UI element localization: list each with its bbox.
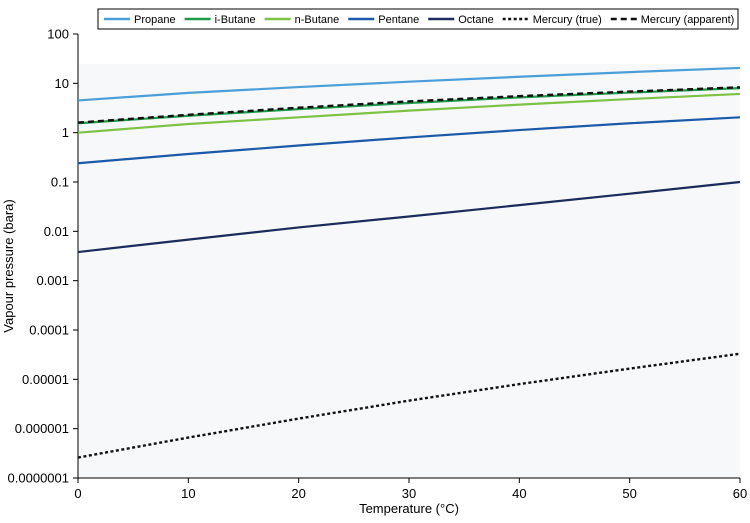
y-tick-label: 0.0000001 <box>8 471 69 486</box>
y-tick-label: 0.001 <box>36 273 69 288</box>
y-tick-label: 0.01 <box>44 224 69 239</box>
legend-label-propane: Propane <box>134 14 176 26</box>
x-tick-label: 0 <box>74 486 81 501</box>
y-tick-label: 0.000001 <box>15 421 69 436</box>
x-axis-title: Temperature (°C) <box>359 501 459 516</box>
x-tick-label: 20 <box>291 486 305 501</box>
y-axis-title: Vapour pressure (bara) <box>1 199 16 332</box>
plot-area-background <box>78 64 740 478</box>
legend-label-mercury-apparent: Mercury (apparent) <box>641 14 735 26</box>
y-tick-label: 100 <box>47 27 69 42</box>
legend-label-i-butane: i-Butane <box>215 14 256 26</box>
y-tick-label: 0.1 <box>51 175 69 190</box>
y-tick-label: 10 <box>55 76 69 91</box>
legend-label-mercury-true: Mercury (true) <box>533 14 602 26</box>
legend-label-octane: Octane <box>458 14 493 26</box>
y-tick-label: 0.00001 <box>22 372 69 387</box>
x-tick-label: 60 <box>733 486 747 501</box>
legend-label-pentane: Pentane <box>378 14 419 26</box>
y-tick-label: 0.0001 <box>29 323 69 338</box>
x-tick-label: 40 <box>512 486 526 501</box>
x-tick-label: 30 <box>402 486 416 501</box>
y-tick-label: 1 <box>62 125 69 140</box>
x-tick-label: 50 <box>622 486 636 501</box>
legend-label-n-butane: n-Butane <box>295 14 340 26</box>
x-tick-label: 10 <box>181 486 195 501</box>
